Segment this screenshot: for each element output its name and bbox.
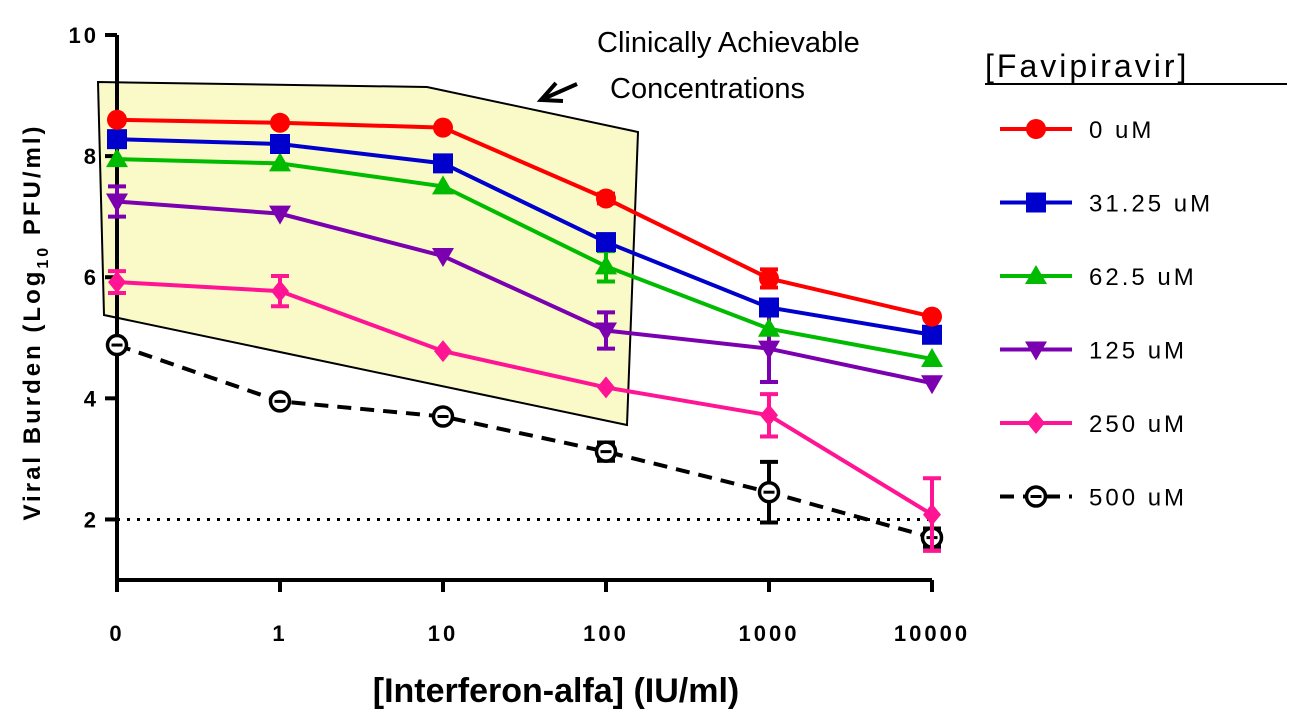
x-tick-label: 0 — [109, 621, 124, 646]
annotation-line-2: Concentrations — [610, 73, 805, 105]
legend-marker — [1025, 265, 1047, 284]
x-axis-label: [Interferon-alfa] (IU/ml) — [373, 672, 739, 710]
data-point — [596, 232, 616, 253]
x-tick-label: 10 — [428, 621, 458, 646]
x-axis-title: [Interferon-alfa] (IU/ml) — [373, 672, 739, 710]
data-point — [106, 193, 128, 213]
legend-entry: 0 uM — [1000, 117, 1154, 144]
y-tick-label: 4 — [84, 386, 99, 411]
series-line — [116, 117, 933, 319]
series-31-25-um — [107, 129, 942, 345]
series — [105, 109, 944, 553]
data-point — [595, 322, 617, 342]
data-point — [758, 340, 780, 360]
data-point — [597, 376, 615, 399]
data-point — [922, 324, 942, 345]
legend: [Favipiravir] 0 uM 31.25 uM 62.5 uM 125 uM 2… — [985, 48, 1287, 512]
data-point — [922, 306, 942, 327]
annotation: Clinically Achievable Concentrations — [536, 27, 860, 105]
legend-entry: 250 uM — [1000, 411, 1187, 438]
y-tick-label: 8 — [84, 144, 99, 169]
legend-marker — [1024, 485, 1048, 508]
data-point — [432, 248, 454, 268]
legend-entry: 62.5 uM — [1000, 264, 1197, 291]
y-axis-title-end: PFU/ml) — [19, 123, 46, 244]
legend-label: 125 uM — [1089, 338, 1187, 365]
data-point — [107, 129, 127, 150]
series-line — [116, 280, 934, 517]
data-point — [107, 109, 127, 130]
y-tick-label: 2 — [84, 507, 99, 532]
x-tick-label: 10000 — [894, 621, 970, 646]
legend-marker — [1025, 341, 1047, 361]
region-polygon — [96, 80, 640, 427]
data-point — [271, 280, 289, 303]
series-62-5-um — [106, 148, 943, 367]
data-point — [434, 340, 452, 363]
legend-label: 31.25 uM — [1089, 191, 1213, 218]
data-point — [431, 405, 455, 428]
legend-label: 250 uM — [1089, 411, 1187, 438]
y-axis-title-main: Viral Burden (Log — [19, 269, 46, 521]
data-point — [106, 148, 128, 168]
series-line — [116, 199, 933, 386]
legend-entry: 500 uM — [1000, 485, 1187, 512]
legend-label: 0 uM — [1089, 117, 1154, 144]
x-tick-label: 100 — [583, 621, 629, 646]
data-point — [595, 255, 617, 275]
legend-title: [Favipiravir] — [985, 48, 1189, 84]
series-line — [116, 343, 933, 540]
data-point — [269, 205, 291, 225]
data-point — [921, 347, 943, 367]
data-point — [759, 268, 779, 289]
legend-entry: 31.25 uM — [1000, 191, 1213, 218]
data-point — [596, 188, 616, 209]
data-point — [268, 390, 292, 413]
clinically-achievable-region — [96, 80, 640, 427]
data-point — [270, 134, 290, 154]
data-point — [105, 333, 129, 357]
y-axis-label: Viral Burden (Log10 PFU/ml) — [19, 123, 52, 520]
data-point — [759, 297, 779, 318]
data-point — [760, 404, 778, 427]
data-point — [432, 175, 454, 195]
legend-marker — [1026, 119, 1046, 139]
series-250-um — [108, 269, 941, 553]
y-tick-label: 6 — [84, 265, 99, 290]
series-125-um — [106, 184, 943, 395]
legend-entry: 125 uM — [1000, 338, 1187, 365]
data-point — [269, 152, 291, 172]
svg-text:Viral Burden (Log10 PFU/ml): Viral Burden (Log10 PFU/ml) — [19, 123, 52, 520]
y-axis-title-subscript: 10 — [35, 245, 52, 269]
data-point — [433, 117, 453, 138]
data-point — [433, 153, 453, 174]
x-tick-label: 1 — [272, 621, 287, 646]
legend-label: 500 uM — [1089, 485, 1187, 512]
series-0-um — [107, 109, 942, 327]
annotation-line-1: Clinically Achievable — [597, 27, 860, 59]
legend-marker — [1026, 192, 1046, 213]
x-tick-label: 1000 — [739, 621, 800, 646]
data-point — [923, 503, 941, 526]
legend-marker — [1027, 412, 1045, 434]
series-line — [116, 157, 933, 361]
data-point — [921, 375, 943, 395]
data-point — [594, 440, 618, 463]
y-tick-label: 10 — [69, 23, 99, 48]
data-point — [757, 480, 781, 504]
annotation-arrow-icon — [536, 81, 578, 103]
data-point — [108, 271, 126, 294]
data-point — [270, 112, 290, 133]
data-point — [758, 317, 780, 337]
series-line — [116, 137, 933, 337]
legend-label: 62.5 uM — [1089, 264, 1197, 291]
